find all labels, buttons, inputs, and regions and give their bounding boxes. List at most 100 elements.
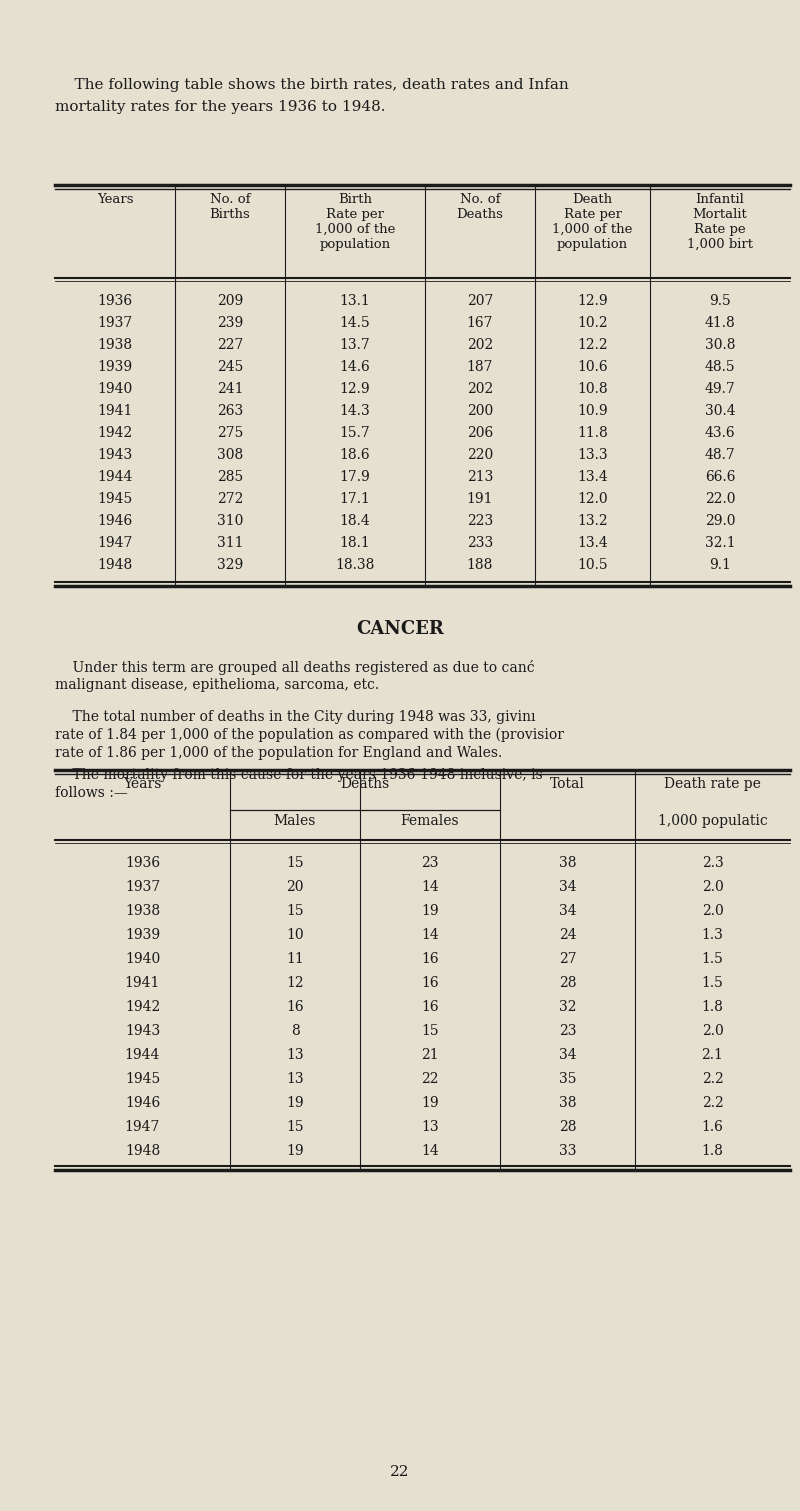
Text: 308: 308 (217, 447, 243, 462)
Text: 48.5: 48.5 (705, 360, 735, 375)
Text: malignant disease, epithelioma, sarcoma, etc.: malignant disease, epithelioma, sarcoma,… (55, 678, 379, 692)
Text: 16: 16 (421, 976, 439, 990)
Text: 1947: 1947 (98, 536, 133, 550)
Text: 18.1: 18.1 (340, 536, 370, 550)
Text: 223: 223 (467, 514, 493, 527)
Text: Birth
Rate per
1,000 of the
population: Birth Rate per 1,000 of the population (315, 193, 395, 251)
Text: 1936: 1936 (125, 857, 160, 870)
Text: 202: 202 (467, 338, 493, 352)
Text: 30.8: 30.8 (705, 338, 735, 352)
Text: 206: 206 (467, 426, 493, 440)
Text: 1937: 1937 (98, 316, 133, 329)
Text: 16: 16 (421, 952, 439, 966)
Text: 285: 285 (217, 470, 243, 484)
Text: 2.3: 2.3 (702, 857, 723, 870)
Text: 35: 35 (558, 1071, 576, 1086)
Text: Total: Total (550, 777, 585, 790)
Text: Years: Years (123, 777, 162, 790)
Text: 15: 15 (286, 1120, 304, 1133)
Text: 1948: 1948 (98, 558, 133, 573)
Text: 10.9: 10.9 (577, 403, 608, 419)
Text: 11.8: 11.8 (577, 426, 608, 440)
Text: 1945: 1945 (98, 493, 133, 506)
Text: 2.2: 2.2 (702, 1095, 723, 1111)
Text: 13.4: 13.4 (577, 470, 608, 484)
Text: No. of
Deaths: No. of Deaths (457, 193, 503, 221)
Text: 34: 34 (558, 879, 576, 895)
Text: 13: 13 (286, 1071, 304, 1086)
Text: 1942: 1942 (125, 1000, 160, 1014)
Text: 1936: 1936 (98, 295, 133, 308)
Text: 10.2: 10.2 (577, 316, 608, 329)
Text: 41.8: 41.8 (705, 316, 735, 329)
Text: Deaths: Deaths (340, 777, 390, 790)
Text: 167: 167 (466, 316, 494, 329)
Text: 1.5: 1.5 (702, 976, 723, 990)
Text: 15: 15 (286, 857, 304, 870)
Text: 1937: 1937 (125, 879, 160, 895)
Text: 9.1: 9.1 (709, 558, 731, 573)
Text: 213: 213 (467, 470, 493, 484)
Text: 202: 202 (467, 382, 493, 396)
Text: Under this term are grouped all deaths registered as due to canć: Under this term are grouped all deaths r… (55, 660, 534, 675)
Text: 12: 12 (286, 976, 304, 990)
Text: rate of 1.86 per 1,000 of the population for England and Wales.: rate of 1.86 per 1,000 of the population… (55, 746, 502, 760)
Text: 14: 14 (421, 879, 439, 895)
Text: 21: 21 (421, 1049, 439, 1062)
Text: 29.0: 29.0 (705, 514, 735, 527)
Text: 10.8: 10.8 (577, 382, 608, 396)
Text: 19: 19 (421, 1095, 439, 1111)
Text: 1940: 1940 (98, 382, 133, 396)
Text: 19: 19 (286, 1095, 304, 1111)
Text: 209: 209 (217, 295, 243, 308)
Text: 1944: 1944 (98, 470, 133, 484)
Text: 28: 28 (558, 976, 576, 990)
Text: 1946: 1946 (125, 1095, 160, 1111)
Text: 13: 13 (286, 1049, 304, 1062)
Text: 34: 34 (558, 904, 576, 919)
Text: 14: 14 (421, 1144, 439, 1157)
Text: 22: 22 (390, 1466, 410, 1479)
Text: 30.4: 30.4 (705, 403, 735, 419)
Text: 220: 220 (467, 447, 493, 462)
Text: Death
Rate per
1,000 of the
population: Death Rate per 1,000 of the population (552, 193, 633, 251)
Text: 16: 16 (286, 1000, 304, 1014)
Text: 23: 23 (422, 857, 438, 870)
Text: 48.7: 48.7 (705, 447, 735, 462)
Text: 2.2: 2.2 (702, 1071, 723, 1086)
Text: 15.7: 15.7 (340, 426, 370, 440)
Text: 10.6: 10.6 (577, 360, 608, 375)
Text: 22.0: 22.0 (705, 493, 735, 506)
Text: 245: 245 (217, 360, 243, 375)
Text: 1944: 1944 (125, 1049, 160, 1062)
Text: 18.38: 18.38 (335, 558, 374, 573)
Text: 33: 33 (558, 1144, 576, 1157)
Text: 13.3: 13.3 (577, 447, 608, 462)
Text: 1938: 1938 (125, 904, 160, 919)
Text: 10.5: 10.5 (577, 558, 608, 573)
Text: 13: 13 (421, 1120, 439, 1133)
Text: CANCER: CANCER (356, 620, 444, 638)
Text: Years: Years (97, 193, 134, 205)
Text: 1.6: 1.6 (702, 1120, 723, 1133)
Text: 12.9: 12.9 (577, 295, 608, 308)
Text: 1,000 populatic: 1,000 populatic (658, 814, 767, 828)
Text: 1942: 1942 (98, 426, 133, 440)
Text: 43.6: 43.6 (705, 426, 735, 440)
Text: 1946: 1946 (98, 514, 133, 527)
Text: follows :—: follows :— (55, 786, 128, 799)
Text: 17.1: 17.1 (339, 493, 370, 506)
Text: 22: 22 (422, 1071, 438, 1086)
Text: 1.3: 1.3 (702, 928, 723, 941)
Text: 10: 10 (286, 928, 304, 941)
Text: 13.4: 13.4 (577, 536, 608, 550)
Text: 14: 14 (421, 928, 439, 941)
Text: 32.1: 32.1 (705, 536, 735, 550)
Text: 233: 233 (467, 536, 493, 550)
Text: 188: 188 (467, 558, 493, 573)
Text: 27: 27 (558, 952, 576, 966)
Text: 2.0: 2.0 (702, 1024, 723, 1038)
Text: Infantil
Mortalit
Rate pe
1,000 birt: Infantil Mortalit Rate pe 1,000 birt (687, 193, 753, 251)
Text: 13.1: 13.1 (340, 295, 370, 308)
Text: 227: 227 (217, 338, 243, 352)
